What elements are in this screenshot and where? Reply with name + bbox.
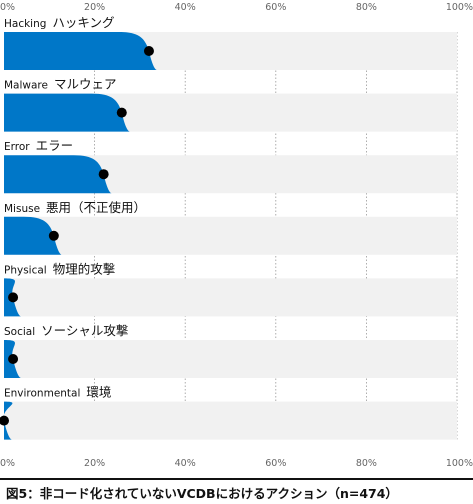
row-background — [4, 216, 457, 255]
value-marker — [8, 292, 19, 303]
category-label: Social ソーシャル攻撃 — [4, 323, 128, 338]
top-axis-ticks: 0% 20% 40% 60% 80% 100% — [0, 2, 473, 13]
category-label: Malware マルウェア — [4, 77, 117, 92]
value-marker — [8, 354, 19, 364]
chart-row: Social ソーシャル攻撃 — [4, 323, 457, 378]
x-tick-label-top: 60% — [265, 2, 286, 13]
category-label-ja: エラー — [36, 138, 74, 153]
value-marker — [143, 46, 154, 56]
category-label-ja: マルウェア — [54, 77, 117, 92]
value-marker — [0, 415, 9, 426]
distribution-area — [4, 93, 130, 132]
row-background — [4, 401, 457, 440]
chart-row: Environmental 環境 — [0, 385, 457, 440]
category-label-ja: ソーシャル攻撃 — [41, 323, 128, 338]
category-label: Misuse 悪用（不正使用） — [4, 200, 146, 215]
category-label-en: Malware — [4, 80, 48, 92]
category-label-en: Environmental — [4, 388, 80, 400]
category-label-en: Social — [4, 326, 35, 338]
x-tick-label-top: 0% — [0, 2, 15, 13]
category-label-en: Hacking — [4, 18, 46, 30]
category-label-en: Physical — [4, 264, 47, 276]
x-tick-label-top: 100% — [446, 2, 473, 13]
bottom-axis-ticks: 0% 20% 40% 60% 80% 100% — [0, 458, 473, 469]
value-marker — [116, 107, 127, 118]
category-label: Error エラー — [4, 138, 73, 153]
category-label-ja: ハッキング — [52, 15, 114, 30]
x-tick-label-bottom: 0% — [0, 458, 15, 469]
x-tick-label-bottom: 100% — [446, 458, 473, 469]
value-marker — [48, 230, 59, 241]
caption-divider — [0, 478, 473, 480]
category-label: Physical 物理的攻撃 — [4, 261, 115, 276]
value-marker — [98, 169, 109, 180]
category-label-ja: 物理的攻撃 — [53, 261, 116, 276]
category-label-en: Error — [4, 141, 30, 153]
x-tick-label-top: 40% — [175, 2, 196, 13]
chart-row: Physical 物理的攻撃 — [4, 261, 457, 317]
category-label-ja: 悪用（不正使用） — [46, 200, 146, 215]
category-label-ja: 環境 — [86, 385, 111, 400]
distribution-area — [4, 216, 62, 255]
category-label: Hacking ハッキング — [4, 15, 115, 30]
chart-rows: Hacking ハッキング Malware マルウェア Error エラー Misuse 悪用… — [0, 15, 457, 440]
chart-row: Misuse 悪用（不正使用） — [4, 200, 457, 255]
x-tick-label-top: 20% — [84, 2, 105, 13]
distribution-area — [4, 32, 157, 70]
x-tick-label-top: 80% — [356, 2, 377, 13]
distribution-area — [4, 155, 112, 194]
x-tick-label-bottom: 20% — [84, 458, 105, 469]
x-tick-label-bottom: 80% — [356, 458, 377, 469]
figure-caption: 図5：非コード化されていないVCDBにおけるアクション（n=474） — [6, 486, 398, 501]
chart-row: Hacking ハッキング — [4, 15, 457, 70]
x-tick-label-bottom: 40% — [175, 458, 196, 469]
chart-row: Error エラー — [4, 138, 457, 194]
row-background — [4, 340, 457, 378]
chart: 0% 20% 40% 60% 80% 100% Hacking ハッキング Malware マル… — [0, 2, 473, 469]
distribution-area — [3, 401, 13, 440]
category-label: Environmental 環境 — [4, 385, 111, 400]
row-background — [4, 278, 457, 317]
category-label-en: Misuse — [4, 203, 40, 215]
x-tick-label-bottom: 60% — [265, 458, 286, 469]
chart-row: Malware マルウェア — [4, 77, 457, 132]
